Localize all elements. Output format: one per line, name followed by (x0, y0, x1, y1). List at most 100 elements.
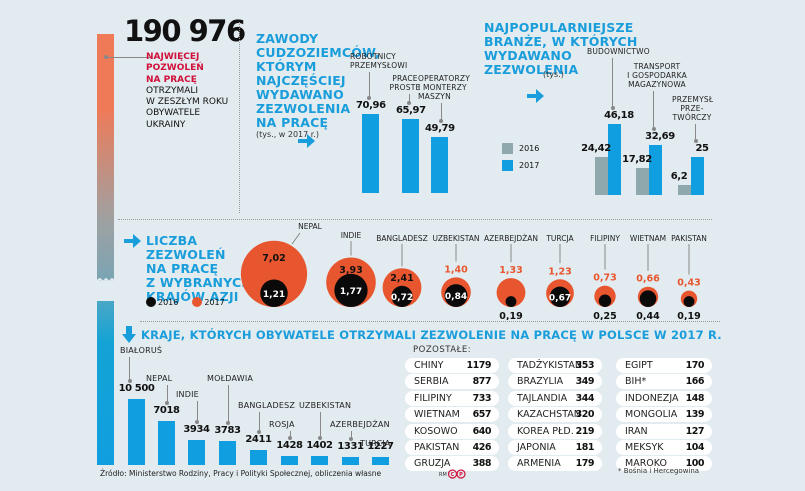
bubble-2017 (240, 240, 308, 307)
footnote: * Bośnia i Hercegowina (618, 467, 700, 475)
country-name: KOSOWO (414, 425, 458, 437)
legend-item-2017: 2017 (502, 157, 539, 173)
occupations-title: ZAWODY CUDZOZIEMCÓW, KTÓRYM NAJCZĘŚCIEJ … (256, 32, 380, 130)
bar-2016 (636, 167, 649, 195)
bar-break-mark (96, 278, 115, 305)
bubble-2016 (260, 279, 288, 307)
title-line: KRAJÓW AZJI (146, 289, 239, 304)
country-bar (311, 456, 328, 465)
category-label-line: OPERATORZY (418, 74, 471, 83)
headline-leader-line (105, 57, 150, 58)
category-label-line: BUDOWNICTWO (587, 47, 650, 56)
category-label: INDIE (176, 390, 199, 399)
value-label-2017: 1,33 (499, 265, 522, 276)
table-row: ARMENIA 179 (508, 456, 602, 472)
value-label-2017: 2,41 (390, 273, 413, 284)
headline-black-line: OBYWATELE (146, 108, 201, 119)
country-name: MAROKO (625, 458, 667, 470)
category-label-line: I MONTERZY (418, 83, 467, 92)
country-name: IRAN (625, 425, 648, 437)
value-label-2017: 46,18 (604, 109, 634, 121)
bubble-2016 (334, 273, 368, 307)
legend-label: 2017 (519, 160, 540, 170)
legend-label: 2016 (519, 143, 540, 153)
credit-text: RM (439, 472, 447, 478)
table-row: PAKISTAN 426 (405, 440, 499, 455)
country-value: 1179 (466, 360, 492, 371)
category-label: UZBEKISTAN (432, 234, 479, 243)
industries-title: NAJPOPULARNIEJSZE BRANŻE, W KTÓRYCH WYDA… (484, 21, 638, 77)
value-label-2017: 7,02 (262, 253, 285, 264)
country-name: TADŻYKISTAN (517, 360, 582, 371)
country-value: 181 (575, 442, 595, 453)
country-value: 127 (685, 425, 705, 437)
value-label: 1227 (367, 441, 394, 453)
arrow-right-icon (124, 234, 141, 248)
headline-red-line: NAJWIĘCEJ (146, 52, 200, 62)
country-name: CHINY (414, 360, 444, 371)
table-row: KOREA PŁD. 219 (508, 423, 602, 439)
country-bar (281, 456, 298, 465)
country-value: 100 (685, 458, 705, 470)
value-label: 65,97 (396, 105, 426, 117)
leader-line (439, 103, 443, 124)
leader-line (349, 431, 353, 441)
asia-bubble-chart: 7,02 1,21 NEPAL 3,93 1,77 INDIE 2,41 0,72 BANGLA… (240, 222, 707, 320)
category-label: TURCJA (545, 234, 574, 243)
title-line: ZEZWOLENIA (484, 62, 579, 77)
country-name: BRAZYLIA (517, 376, 564, 388)
svg-text:P: P (459, 472, 463, 478)
category-label: BIAŁORUŚ (120, 346, 163, 355)
country-name: TAJLANDIA (517, 392, 568, 404)
value-label-2016: 0,72 (391, 293, 413, 303)
asia-legend: 2016 2017 (146, 297, 225, 307)
leader-line (226, 385, 230, 426)
bar-2017 (608, 123, 621, 195)
country-value: 426 (472, 442, 492, 453)
title-line: NA PRACĘ (256, 115, 329, 130)
category-label: ROSJA (269, 420, 295, 429)
headline-black-line: W ZESZŁYM ROKU (146, 97, 229, 108)
title-line: Z WYBRANYCH (146, 275, 252, 290)
category-label: TRANSPORT I GOSPODARKA MAGAZYNOWA (627, 62, 687, 89)
category-label: OPERATORZY I MONTERZY MASZYN (418, 74, 470, 101)
value-label: 3783 (214, 425, 241, 437)
bar-2016 (595, 157, 608, 195)
country-name: SERBIA (414, 376, 449, 388)
source-text: Źródło: Ministerstwo Rodziny, Pracy i Po… (100, 469, 382, 478)
ukraine-bar-lower (97, 301, 114, 465)
table-row: TAJLANDIA 344 (508, 390, 602, 406)
country-name: PAKISTAN (414, 442, 460, 453)
arrow-down-icon (122, 326, 136, 343)
country-bar (219, 441, 236, 465)
value-label-2016: 0,25 (593, 311, 616, 320)
leader-line (318, 412, 322, 441)
table-row: TADŻYKISTAN 353 (508, 358, 602, 373)
title-line: BRANŻE, W KTÓRYCH (484, 34, 638, 49)
category-label: AZERBEJDŻAN (484, 234, 538, 243)
industries-legend: 2016 2017 (502, 140, 539, 173)
headline-red-line: POZWOLEŃ (146, 63, 204, 74)
table-row: MAROKO 100 (616, 456, 712, 472)
category-label-line: I GOSPODARKA (627, 71, 687, 80)
value-label-2016: 0,67 (549, 293, 571, 303)
headline-leader-dot (104, 55, 108, 59)
legend-swatch-grey (502, 142, 513, 154)
country-bar (342, 456, 359, 465)
bubble-2017 (496, 278, 526, 307)
legend-label: 2017 (204, 297, 225, 307)
headline-black-line: UKRAINY (146, 119, 186, 130)
title-line: WYDAWANO (256, 87, 344, 102)
headline-text: NAJWIĘCEJ POZWOLEŃ NA PRACĘ OTRZYMALI W … (146, 52, 228, 131)
leader-line (651, 91, 656, 131)
headline-number: 190 976 (124, 14, 246, 48)
industries-chart: 24,42 46,18 BUDOWNICTWO 17,82 32,69 TRANSPORT… (581, 40, 785, 200)
country-name: FILIPINY (414, 392, 452, 404)
others-title: POZOSTAŁE: (413, 345, 472, 355)
legend-label: 2016 (158, 297, 179, 307)
leader-line (407, 94, 411, 106)
title-line: ZEZWOLEŃ (146, 247, 226, 262)
value-label-2017: 1,40 (444, 264, 468, 275)
value-label-2016: 24,42 (581, 143, 611, 155)
title-line: ZAWODY (256, 31, 319, 46)
